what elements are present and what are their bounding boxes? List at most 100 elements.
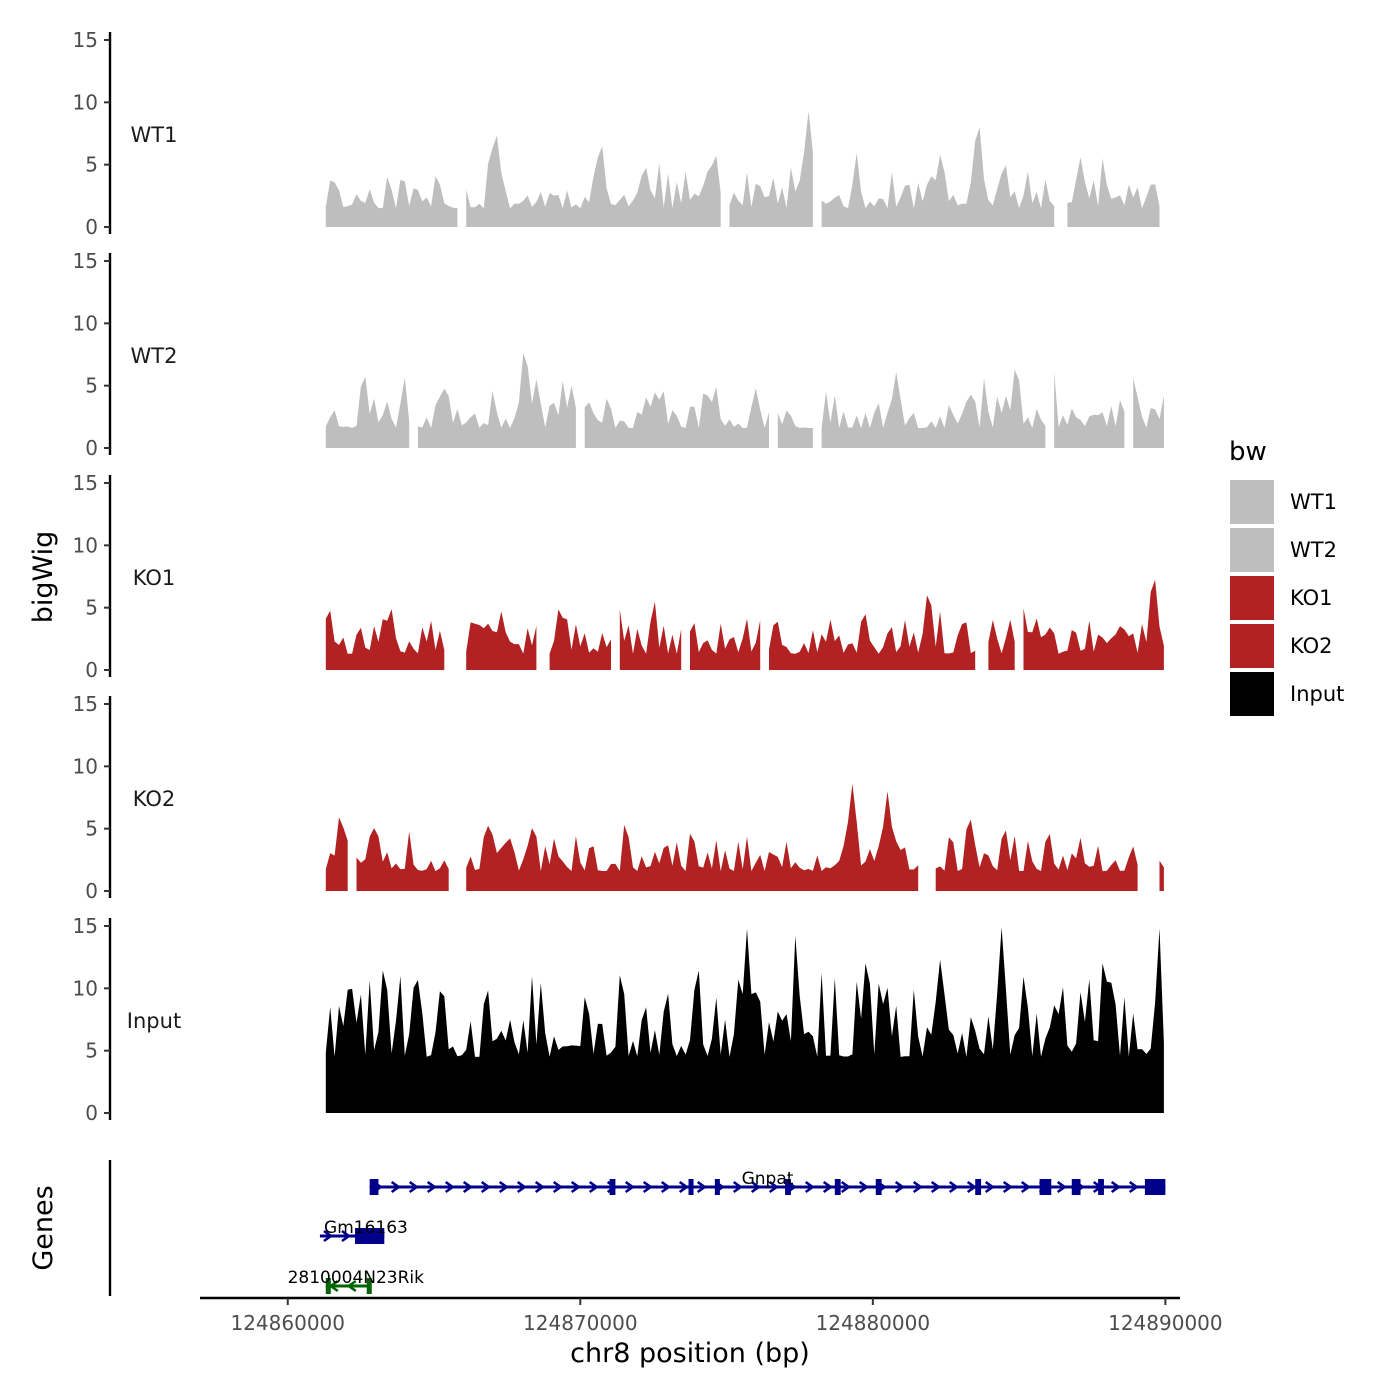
signal-area-ko2 <box>466 783 919 891</box>
signal-area-wt1 <box>466 135 721 227</box>
legend-title: bw <box>1229 437 1267 467</box>
strand-chevron <box>984 1180 995 1194</box>
legend-key-ko2 <box>1230 624 1274 668</box>
legend-label-wt2: WT2 <box>1290 538 1337 562</box>
x-tick-label: 124860000 <box>230 1311 345 1335</box>
strand-chevron <box>1110 1180 1121 1194</box>
legend-key-ko1 <box>1230 576 1274 620</box>
gene-exon <box>975 1179 982 1195</box>
track-ko1: 0 5 10 15 KO1 <box>73 471 1164 682</box>
signal-area-wt2 <box>821 369 1046 448</box>
strand-chevron <box>930 1180 941 1194</box>
strand-chevron <box>732 1180 743 1194</box>
y-tick-label: 15 <box>73 692 98 716</box>
track-label: Input <box>127 1009 181 1033</box>
strand-chevron <box>1128 1180 1139 1194</box>
y-tick-label: 15 <box>73 28 98 52</box>
legend-label-ko2: KO2 <box>1290 634 1333 658</box>
y-tick-label: 10 <box>73 533 98 557</box>
y-tick-label: 0 <box>85 215 98 239</box>
y-tick-label: 5 <box>85 817 98 841</box>
y-tick-label: 15 <box>73 249 98 273</box>
strand-chevron <box>678 1180 689 1194</box>
strand-chevron <box>462 1180 473 1194</box>
y-tick-label: 5 <box>85 596 98 620</box>
strand-chevron <box>948 1180 959 1194</box>
signal-area-ko1 <box>988 619 1015 670</box>
gene-exon <box>688 1179 694 1195</box>
signal-area-ko1 <box>769 595 976 670</box>
signal-area-wt1 <box>1067 157 1160 227</box>
gene-exon <box>1071 1179 1081 1195</box>
signal-area-ko1 <box>466 611 537 670</box>
signal-area-ko1 <box>325 609 445 670</box>
signal-area-ko2 <box>1159 860 1164 891</box>
signal-area-input <box>325 927 1164 1113</box>
y-tick-label: 0 <box>85 658 98 682</box>
signal-area-ko1 <box>619 601 682 670</box>
gene-label: Gnpat <box>742 1169 794 1189</box>
signal-area-wt1 <box>729 111 813 227</box>
gene-gm16163: Gm16163 <box>319 1218 408 1244</box>
y-tick-label: 10 <box>73 90 98 114</box>
genes-layer: Gnpat Gm16163 2810004N23Rik <box>108 1160 1166 1296</box>
y-tick-label: 5 <box>85 374 98 398</box>
signal-area-ko1 <box>549 609 611 670</box>
y-tick-label: 0 <box>85 1101 98 1125</box>
gene-exon <box>834 1179 841 1195</box>
signal-area-wt2 <box>1133 378 1164 448</box>
strand-chevron <box>390 1180 401 1194</box>
gene-exon <box>1039 1179 1052 1195</box>
y-tick-label: 15 <box>73 471 98 495</box>
genes-axis-title: Genes <box>28 1185 59 1270</box>
strand-chevron <box>768 1180 779 1194</box>
tracks-layer: 0 5 10 15 WT1 0 5 10 15 WT2 0 5 10 15 KO1 0 5 10 15 KO2 0 5 10… <box>73 28 1164 1125</box>
gene-exon <box>609 1179 616 1195</box>
signal-area-wt2 <box>1054 371 1125 448</box>
y-tick-label: 0 <box>85 879 98 903</box>
strand-chevron <box>840 1180 851 1194</box>
strand-chevron <box>822 1180 833 1194</box>
strand-chevron <box>323 1229 334 1243</box>
track-label: KO2 <box>133 787 176 811</box>
strand-chevron <box>966 1180 977 1194</box>
signal-area-wt1 <box>325 176 458 227</box>
y-tick-label: 5 <box>85 1039 98 1063</box>
track-label: WT1 <box>131 123 178 147</box>
strand-chevron <box>624 1180 635 1194</box>
x-axis: 124860000 124870000 124880000 124890000 <box>200 1296 1223 1335</box>
strand-chevron <box>480 1180 491 1194</box>
strand-chevron <box>552 1180 563 1194</box>
strand-chevron <box>346 1279 357 1293</box>
y-tick-label: 5 <box>85 153 98 177</box>
signal-area-ko1 <box>1023 579 1164 670</box>
y-tick-label: 10 <box>73 754 98 778</box>
gene-exon <box>1098 1179 1104 1195</box>
x-tick-label: 124880000 <box>816 1311 931 1335</box>
strand-chevron <box>341 1229 352 1243</box>
strand-chevron <box>894 1180 905 1194</box>
signal-area-wt2 <box>417 353 576 448</box>
gene-2810004n23rik: 2810004N23Rik <box>288 1268 425 1294</box>
legend-key-wt2 <box>1230 528 1274 572</box>
strand-chevron <box>696 1180 707 1194</box>
x-axis-title: chr8 position (bp) <box>570 1338 810 1369</box>
strand-chevron <box>444 1180 455 1194</box>
strand-chevron <box>570 1180 581 1194</box>
signal-area-wt2 <box>325 376 410 448</box>
legend: bw WT1 WT2 KO1 KO2 Input <box>1229 437 1344 716</box>
strand-chevron <box>804 1180 815 1194</box>
strand-chevron <box>642 1180 653 1194</box>
strand-chevron <box>1056 1180 1067 1194</box>
signal-area-wt2 <box>777 410 813 448</box>
legend-label-input: Input <box>1290 682 1344 706</box>
signal-area-wt1 <box>821 127 1055 227</box>
gene-exon <box>366 1278 372 1294</box>
x-tick-label: 124870000 <box>523 1311 638 1335</box>
y-axis-title: bigWig <box>28 531 59 624</box>
legend-label-wt1: WT1 <box>1290 490 1337 514</box>
signal-area-ko2 <box>935 819 1138 891</box>
gene-label: 2810004N23Rik <box>288 1268 425 1288</box>
